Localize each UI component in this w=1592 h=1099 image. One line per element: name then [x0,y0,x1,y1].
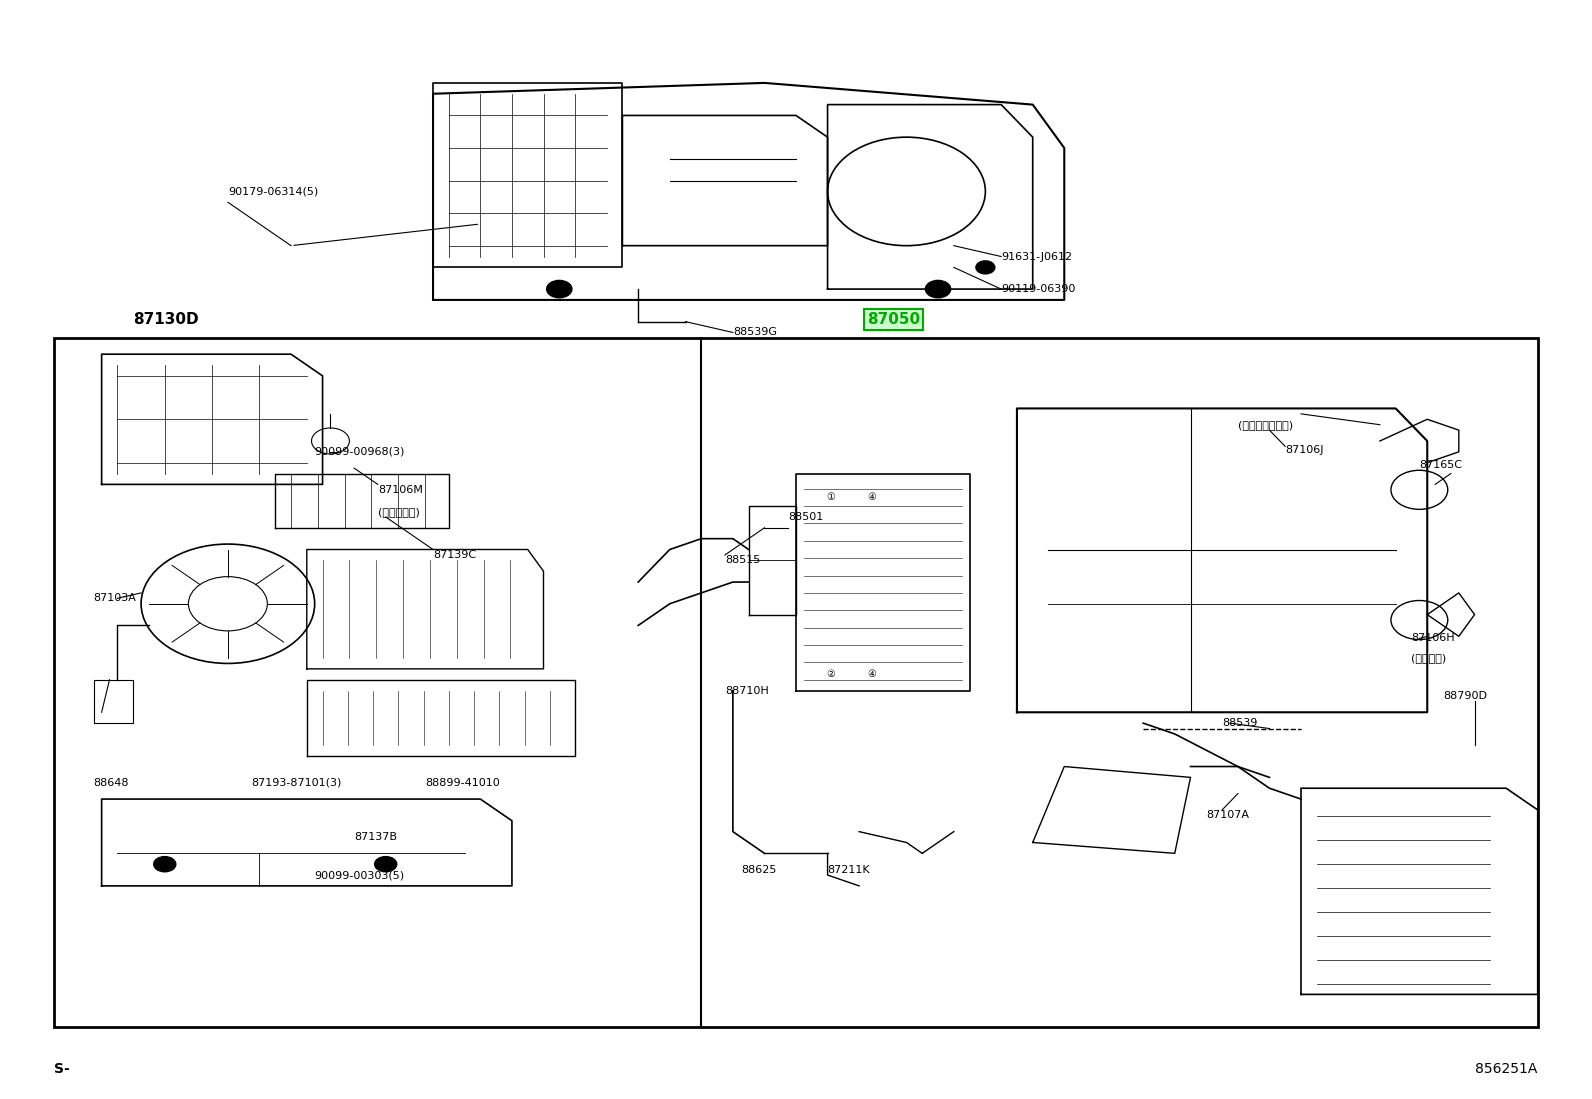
Text: 87165C: 87165C [1420,459,1463,470]
Text: ①: ① [826,492,836,502]
Text: 90119-06390: 90119-06390 [1001,284,1076,295]
Text: S-: S- [54,1062,70,1076]
Text: 91631-J0612: 91631-J0612 [1001,252,1073,262]
Text: 88648: 88648 [94,778,129,788]
Text: 87103A: 87103A [94,593,137,603]
Circle shape [976,260,995,274]
Text: 87130D: 87130D [134,312,199,328]
Circle shape [154,856,175,872]
Text: 87211K: 87211K [828,865,871,875]
Text: 90179-06314(5): 90179-06314(5) [228,187,318,197]
Text: ④: ④ [868,492,876,502]
Text: 87139C: 87139C [433,550,476,559]
Text: (内外気切替): (内外気切替) [377,507,420,517]
Bar [94,679,134,723]
Circle shape [546,280,572,298]
Text: 856251A: 856251A [1476,1062,1538,1076]
Text: 87106J: 87106J [1285,445,1323,455]
Circle shape [925,280,950,298]
Text: (吹き出し口切替): (吹き出し口切替) [1239,420,1293,430]
Text: 88539G: 88539G [732,328,777,337]
Text: 87106H: 87106H [1412,633,1455,644]
Text: ②: ② [826,669,836,679]
Text: 87137B: 87137B [353,832,396,842]
Text: 90099-00968(3): 90099-00968(3) [315,447,404,457]
Text: 87107A: 87107A [1207,810,1250,820]
Text: 88710H: 88710H [724,686,769,696]
Text: 88539: 88539 [1223,718,1258,729]
Text: 87050: 87050 [868,312,920,328]
Text: 87193-87101(3): 87193-87101(3) [252,778,342,788]
Text: ④: ④ [868,669,876,679]
Text: 88501: 88501 [788,512,823,522]
Text: 87106M: 87106M [377,485,422,495]
Text: 88899-41010: 88899-41010 [425,778,500,788]
Text: 88625: 88625 [740,865,777,875]
Circle shape [374,856,396,872]
Bar [54,337,1538,1026]
Text: (温度調整): (温度調整) [1412,653,1447,663]
Text: 90099-00303(5): 90099-00303(5) [315,870,404,880]
Text: 88515: 88515 [724,555,761,565]
Text: 88790D: 88790D [1442,691,1487,701]
